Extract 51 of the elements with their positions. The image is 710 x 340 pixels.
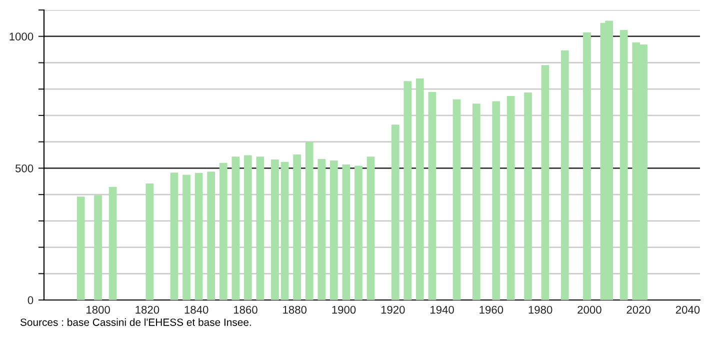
y-tick-label: 0 — [28, 296, 34, 304]
x-tick-label: 2000 — [578, 306, 602, 314]
x-tick-label: 2040 — [676, 306, 700, 314]
bar — [293, 154, 301, 300]
x-tick-label: 2020 — [626, 306, 650, 314]
bar — [366, 156, 375, 300]
x-tick-label: 1940 — [430, 306, 454, 314]
bar — [472, 104, 480, 300]
x-tick-label: 1840 — [184, 306, 208, 314]
bar — [583, 32, 591, 300]
bar — [492, 101, 500, 300]
x-tick-label: 1800 — [86, 306, 110, 314]
y-tick-label: 500 — [15, 164, 34, 172]
x-tick-label: 1860 — [234, 306, 258, 314]
bar — [404, 81, 412, 300]
x-tick-label: 1880 — [283, 306, 307, 314]
bar — [560, 50, 569, 300]
y-tick-label: 1000 — [10, 32, 34, 40]
bar — [280, 162, 289, 300]
bar — [94, 195, 102, 300]
bar — [416, 78, 424, 300]
bar — [541, 65, 550, 300]
x-tick-label: 1920 — [381, 306, 405, 314]
bar — [146, 183, 154, 300]
bar — [170, 172, 178, 300]
bar — [330, 160, 338, 300]
x-tick-label: 1980 — [528, 306, 552, 314]
bar — [342, 164, 350, 300]
bar — [354, 166, 362, 300]
bar — [232, 156, 240, 300]
bar — [524, 92, 532, 300]
bar — [256, 156, 264, 300]
bar — [271, 159, 279, 300]
bar — [318, 158, 326, 300]
bar — [428, 92, 436, 300]
bar — [219, 162, 228, 300]
bar — [305, 142, 314, 300]
bar — [244, 155, 252, 300]
bar — [194, 172, 203, 300]
source-note: Sources : base Cassini de l'EHESS et base Insee. — [20, 318, 251, 326]
bar — [76, 196, 85, 300]
bar — [620, 30, 628, 300]
bar — [391, 124, 400, 300]
bar — [506, 96, 515, 300]
x-tick-label: 1820 — [136, 306, 160, 314]
x-tick-label: 1960 — [480, 306, 504, 314]
x-tick-label: 1900 — [332, 306, 356, 314]
bar — [452, 99, 461, 300]
bar — [182, 174, 190, 300]
bar — [108, 186, 117, 300]
bar — [207, 172, 215, 300]
